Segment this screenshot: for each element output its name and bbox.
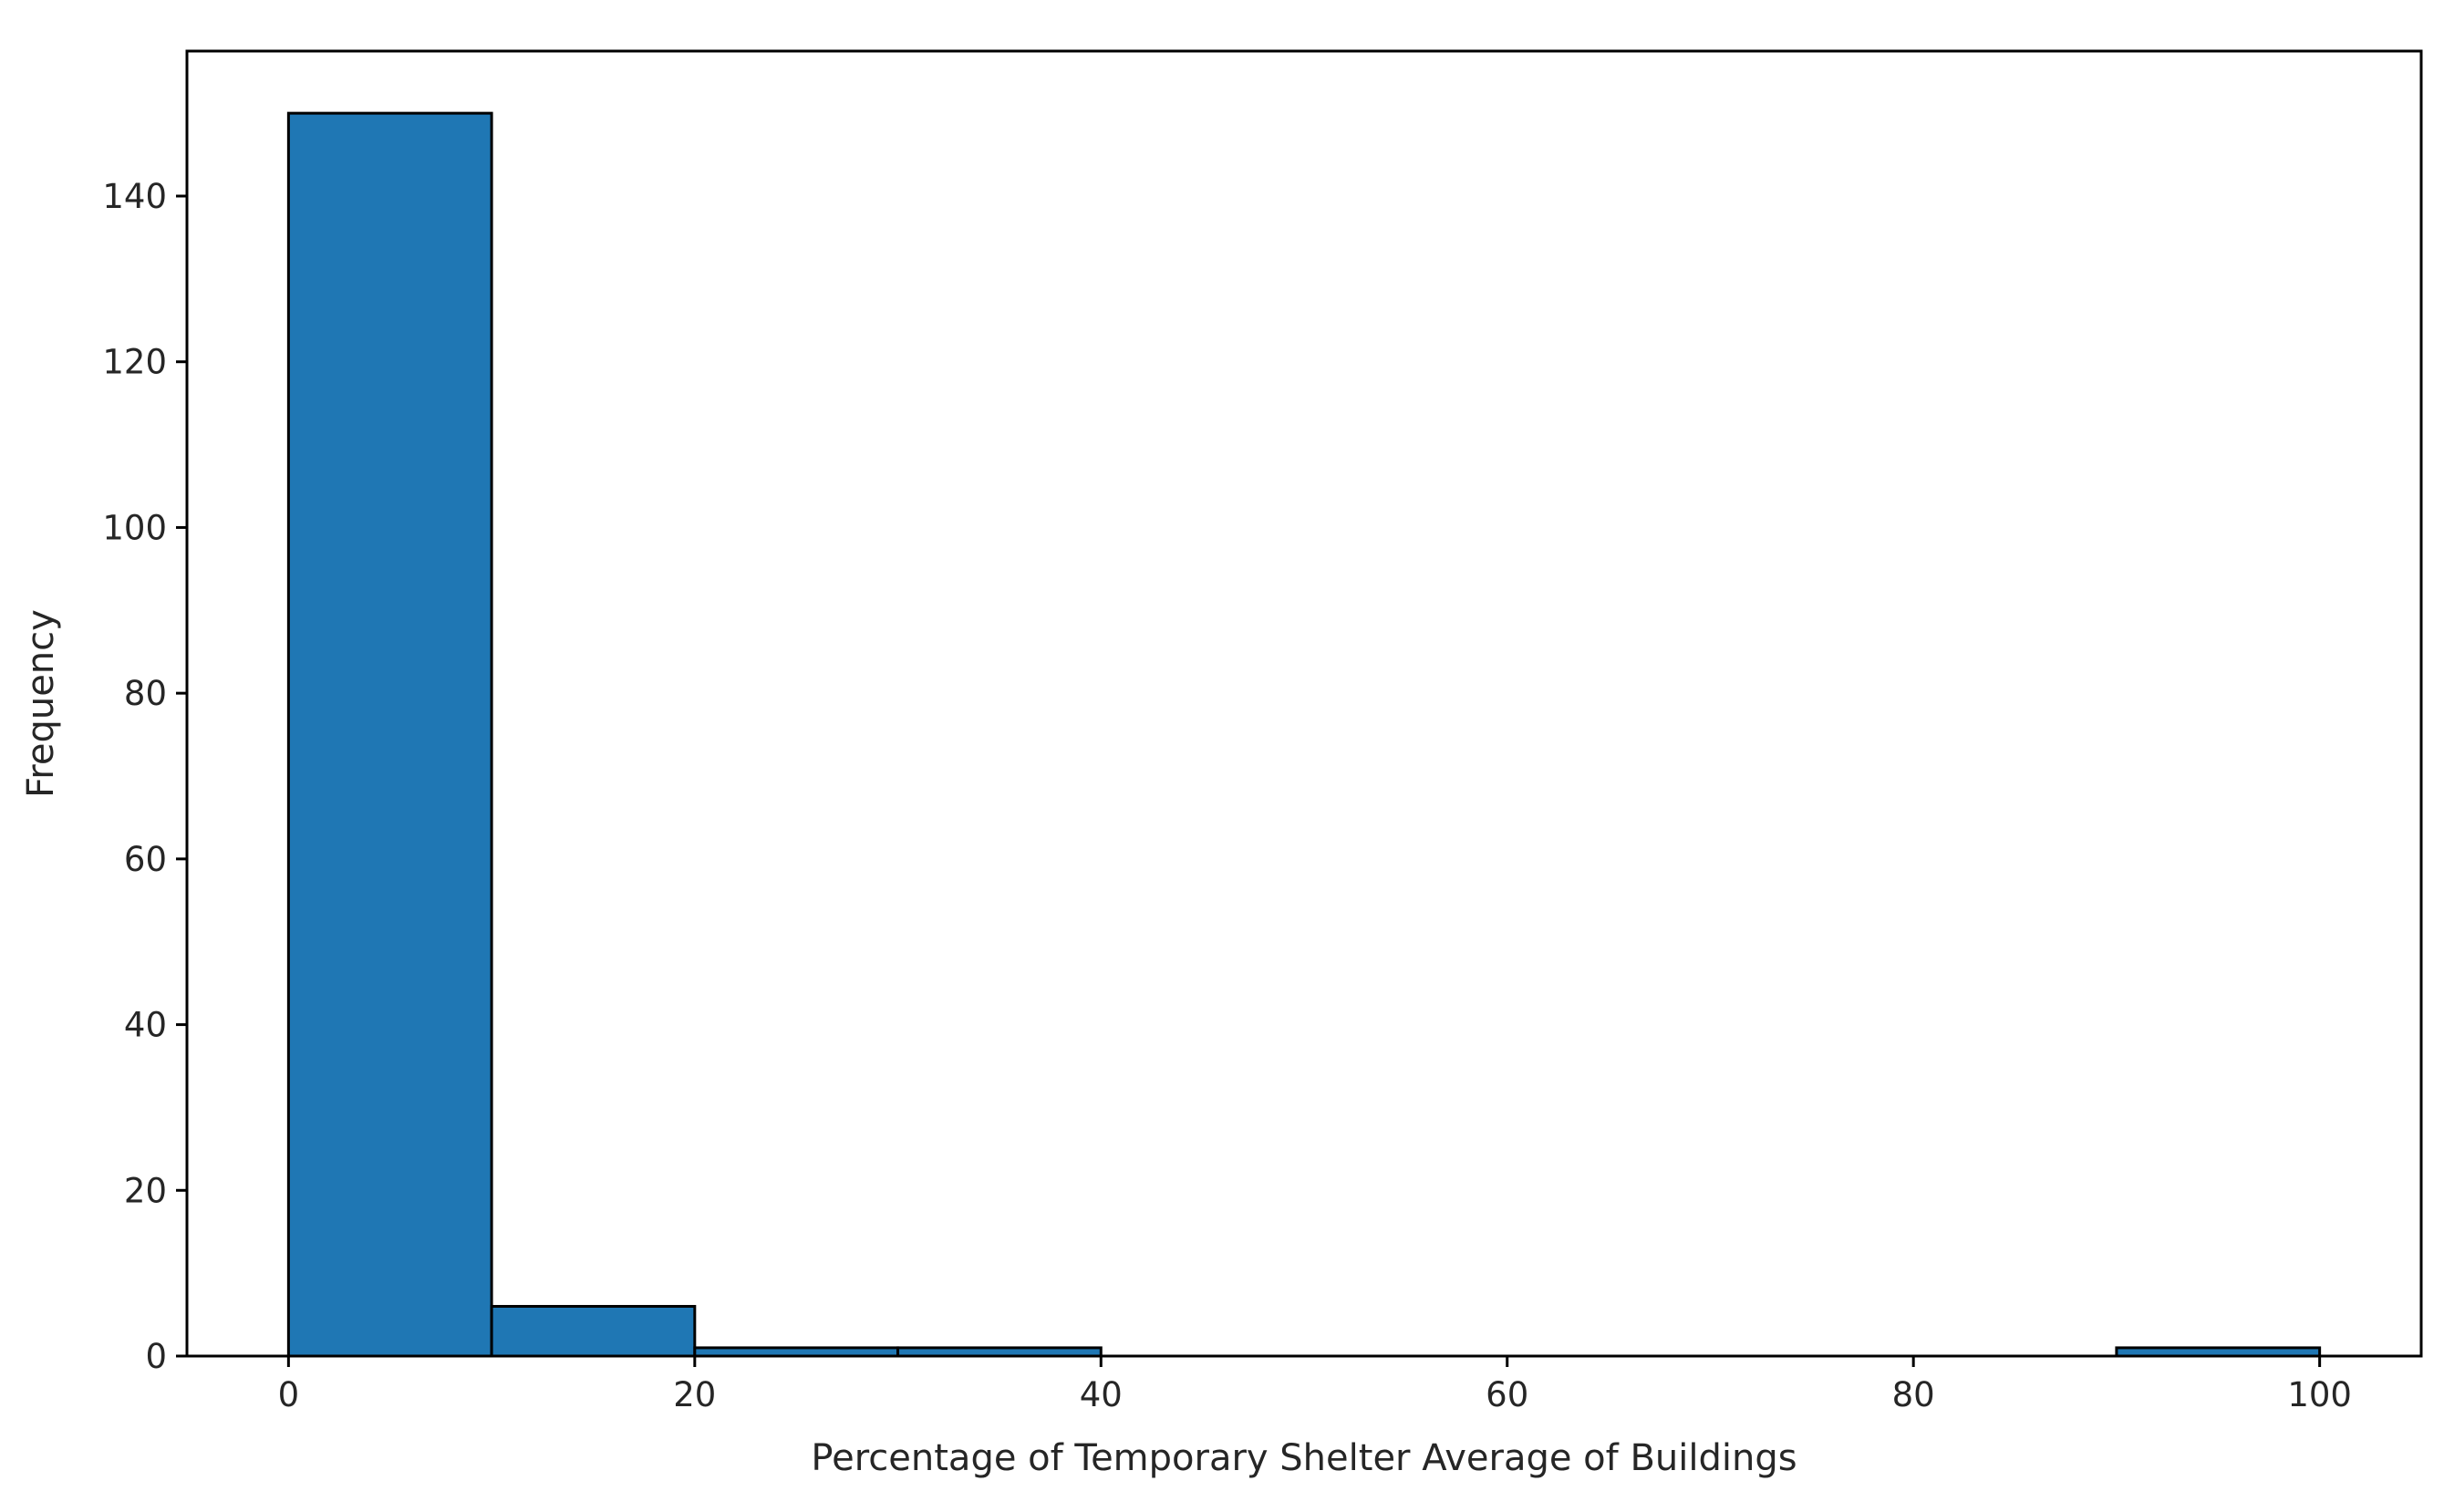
x-tick-label: 0 [278, 1375, 300, 1414]
y-axis-ticks: 0 20 40 60 80 100 120 140 [102, 177, 187, 1376]
x-tick-label: 80 [1892, 1375, 1935, 1414]
histogram-bar [490, 1304, 697, 1358]
x-tick-label: 60 [1486, 1375, 1528, 1414]
x-tick-label: 100 [2287, 1375, 2352, 1414]
y-tick-label: 0 [145, 1337, 167, 1376]
histogram-bars [286, 111, 2322, 1358]
y-tick-label: 120 [102, 343, 167, 382]
x-tick-label: 20 [673, 1375, 716, 1414]
x-tick-label: 40 [1080, 1375, 1123, 1414]
axes-frame [185, 49, 2423, 1358]
x-axis-ticks: 0 20 40 60 80 100 [278, 1356, 2352, 1414]
y-axis-label: Frequency [20, 609, 62, 798]
y-tick-label: 40 [124, 1006, 167, 1045]
histogram-bar [286, 111, 493, 1358]
y-tick-label: 80 [124, 674, 167, 713]
x-axis-label: Percentage of Temporary Shelter Average … [811, 1437, 1797, 1479]
y-tick-label: 100 [102, 508, 167, 547]
y-tick-label: 60 [124, 840, 167, 879]
y-tick-label: 20 [124, 1171, 167, 1210]
y-tick-label: 140 [102, 177, 167, 216]
